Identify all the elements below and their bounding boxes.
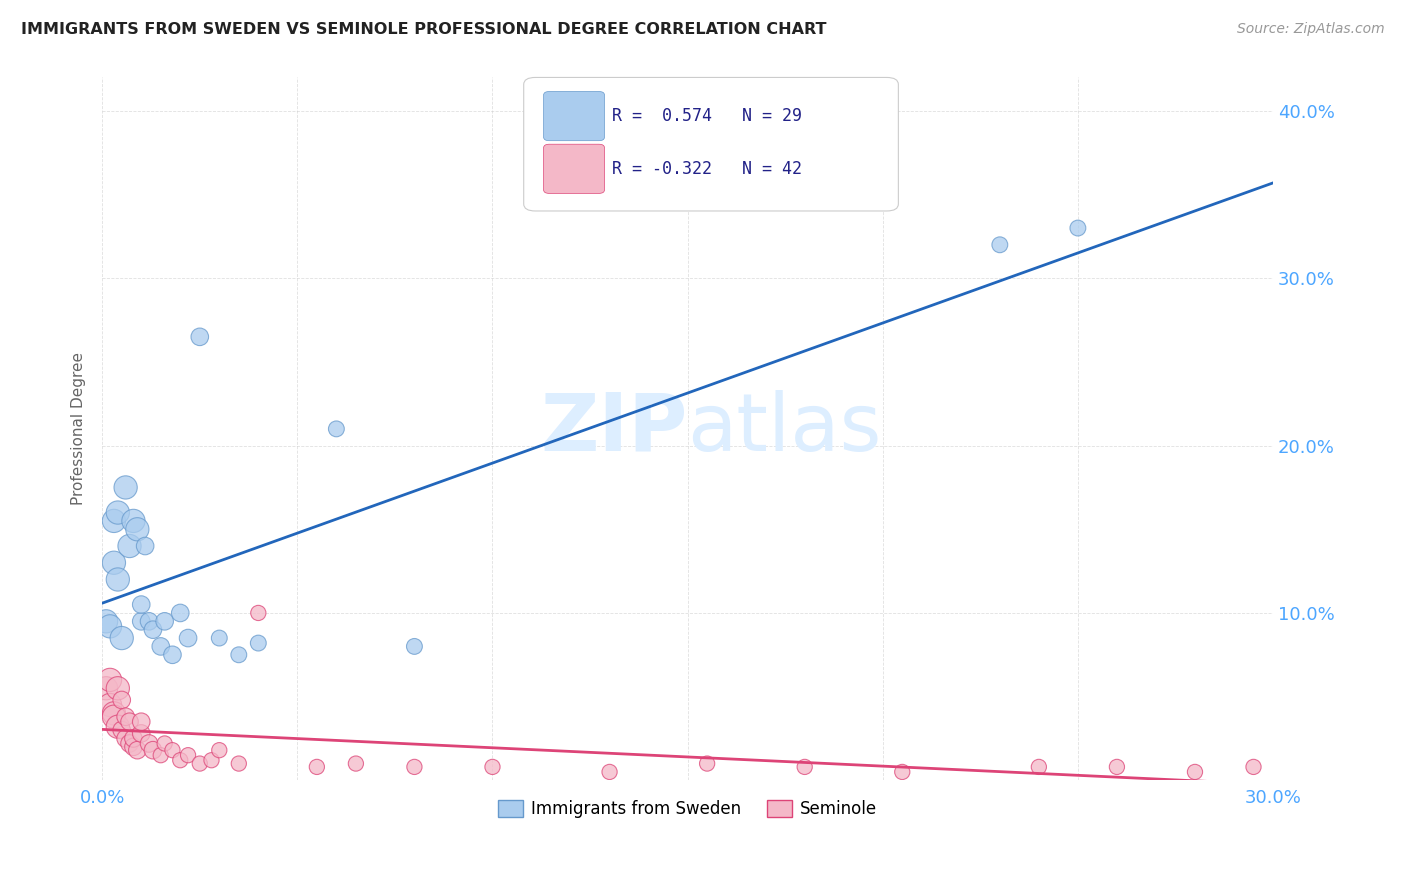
Point <box>153 737 176 751</box>
Point <box>129 598 152 612</box>
Point <box>404 760 426 774</box>
FancyBboxPatch shape <box>544 92 605 141</box>
Point <box>114 480 136 494</box>
Text: R =  0.574   N = 29: R = 0.574 N = 29 <box>612 107 801 125</box>
Y-axis label: Professional Degree: Professional Degree <box>72 352 86 506</box>
Point <box>1067 221 1090 235</box>
Point <box>153 615 176 629</box>
Point <box>129 726 152 740</box>
Point <box>1028 760 1050 774</box>
Point <box>988 237 1011 252</box>
Point <box>325 422 347 436</box>
Point <box>793 760 815 774</box>
Point <box>228 648 250 662</box>
Point <box>103 514 125 528</box>
Point <box>118 737 141 751</box>
Point <box>98 619 121 633</box>
Point <box>247 636 270 650</box>
Text: atlas: atlas <box>688 390 882 468</box>
Point <box>107 506 129 520</box>
Point <box>118 714 141 729</box>
Point <box>177 631 200 645</box>
Point <box>111 723 134 737</box>
Point <box>103 709 125 723</box>
Point <box>149 640 172 654</box>
Point <box>188 756 211 771</box>
FancyBboxPatch shape <box>544 145 605 194</box>
Point <box>107 681 129 696</box>
Point <box>111 693 134 707</box>
Point <box>481 760 503 774</box>
Point <box>129 615 152 629</box>
Point <box>122 739 145 754</box>
FancyBboxPatch shape <box>523 78 898 211</box>
Point <box>134 539 156 553</box>
Point <box>1243 760 1265 774</box>
Point <box>94 681 117 696</box>
Point <box>103 706 125 721</box>
Point <box>142 623 165 637</box>
Point <box>599 764 621 779</box>
Point <box>122 514 145 528</box>
Point <box>1184 764 1206 779</box>
Point <box>94 615 117 629</box>
Point <box>107 573 129 587</box>
Point <box>344 756 367 771</box>
Point <box>127 743 149 757</box>
Point <box>149 748 172 763</box>
Point <box>200 753 222 767</box>
Point <box>404 640 426 654</box>
Point <box>188 330 211 344</box>
Point <box>305 760 328 774</box>
Point <box>122 731 145 746</box>
Point <box>1105 760 1128 774</box>
Point <box>247 606 270 620</box>
Point <box>208 631 231 645</box>
Point <box>162 743 184 757</box>
Point <box>138 615 160 629</box>
Text: ZIP: ZIP <box>540 390 688 468</box>
Point <box>138 737 160 751</box>
Point <box>98 673 121 687</box>
Point <box>208 743 231 757</box>
Point <box>696 756 718 771</box>
Text: R = -0.322   N = 42: R = -0.322 N = 42 <box>612 160 801 178</box>
Point <box>107 720 129 734</box>
Point <box>114 709 136 723</box>
Point <box>162 648 184 662</box>
Point <box>169 753 191 767</box>
Point <box>118 539 141 553</box>
Point <box>103 556 125 570</box>
Legend: Immigrants from Sweden, Seminole: Immigrants from Sweden, Seminole <box>492 793 884 825</box>
Point <box>114 731 136 746</box>
Point <box>891 764 914 779</box>
Text: Source: ZipAtlas.com: Source: ZipAtlas.com <box>1237 22 1385 37</box>
Point <box>127 522 149 536</box>
Point <box>111 631 134 645</box>
Point <box>169 606 191 620</box>
Point <box>129 714 152 729</box>
Point <box>142 743 165 757</box>
Text: IMMIGRANTS FROM SWEDEN VS SEMINOLE PROFESSIONAL DEGREE CORRELATION CHART: IMMIGRANTS FROM SWEDEN VS SEMINOLE PROFE… <box>21 22 827 37</box>
Point <box>98 698 121 712</box>
Point <box>228 756 250 771</box>
Point <box>177 748 200 763</box>
